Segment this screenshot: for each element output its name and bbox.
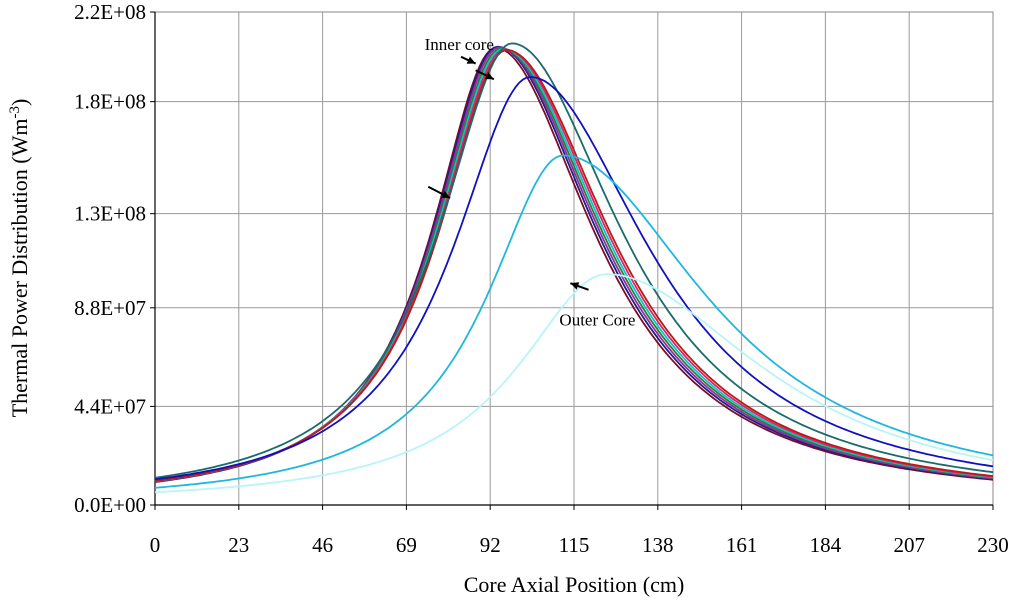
x-tick-label: 0: [150, 533, 161, 557]
x-tick-label: 161: [726, 533, 758, 557]
series-line-8: [154, 42, 994, 479]
series-line-11: [154, 273, 994, 494]
series-group: [154, 42, 994, 494]
series-line-10: [154, 154, 994, 489]
y-tick-label: 0.0E+00: [74, 493, 146, 517]
y-axis-title-main: Thermal Power Distribution (Wm: [7, 119, 32, 418]
annotation-arrowhead-2: [484, 72, 494, 80]
y-axis-title-superscript: -3: [7, 106, 23, 119]
x-tick-label: 46: [312, 533, 333, 557]
x-tick-label: 207: [893, 533, 925, 557]
y-tick-label: 8.8E+07: [74, 296, 146, 320]
y-axis-title-close: ): [7, 99, 32, 106]
annotation-label-2: Outer Core: [559, 311, 635, 330]
x-tick-label: 115: [559, 533, 590, 557]
annotation-arrowhead-1: [466, 56, 476, 64]
grid: [155, 11, 994, 505]
series-line-7: [154, 49, 994, 482]
x-tick-label: 230: [977, 533, 1009, 557]
annotation-label-1: Inner core: [425, 35, 494, 54]
x-tick-label: 184: [810, 533, 842, 557]
annotation-arrowhead-4: [570, 282, 580, 290]
x-tick-label: 69: [396, 533, 417, 557]
x-tick-label: 138: [642, 533, 674, 557]
tick-labels: 0 23 46 69 92 115 138 161 184 207 230 0.0E+00 4.4E+0…: [74, 0, 1009, 557]
series-line-9: [154, 76, 994, 481]
y-axis-title: Thermal Power Distribution (Wm-3): [7, 99, 32, 418]
y-tick-label: 1.8E+08: [74, 90, 146, 114]
y-tick-label: 1.3E+08: [74, 202, 146, 226]
annotation-arrowhead-3: [441, 190, 451, 198]
annotations: Inner core Outer Core: [425, 35, 636, 330]
x-tick-label: 92: [480, 533, 501, 557]
x-tick-label: 23: [228, 533, 249, 557]
y-tick-label: 2.2E+08: [74, 0, 146, 24]
x-axis-title: Core Axial Position (cm): [464, 572, 685, 597]
y-tick-label: 4.4E+07: [74, 394, 146, 418]
